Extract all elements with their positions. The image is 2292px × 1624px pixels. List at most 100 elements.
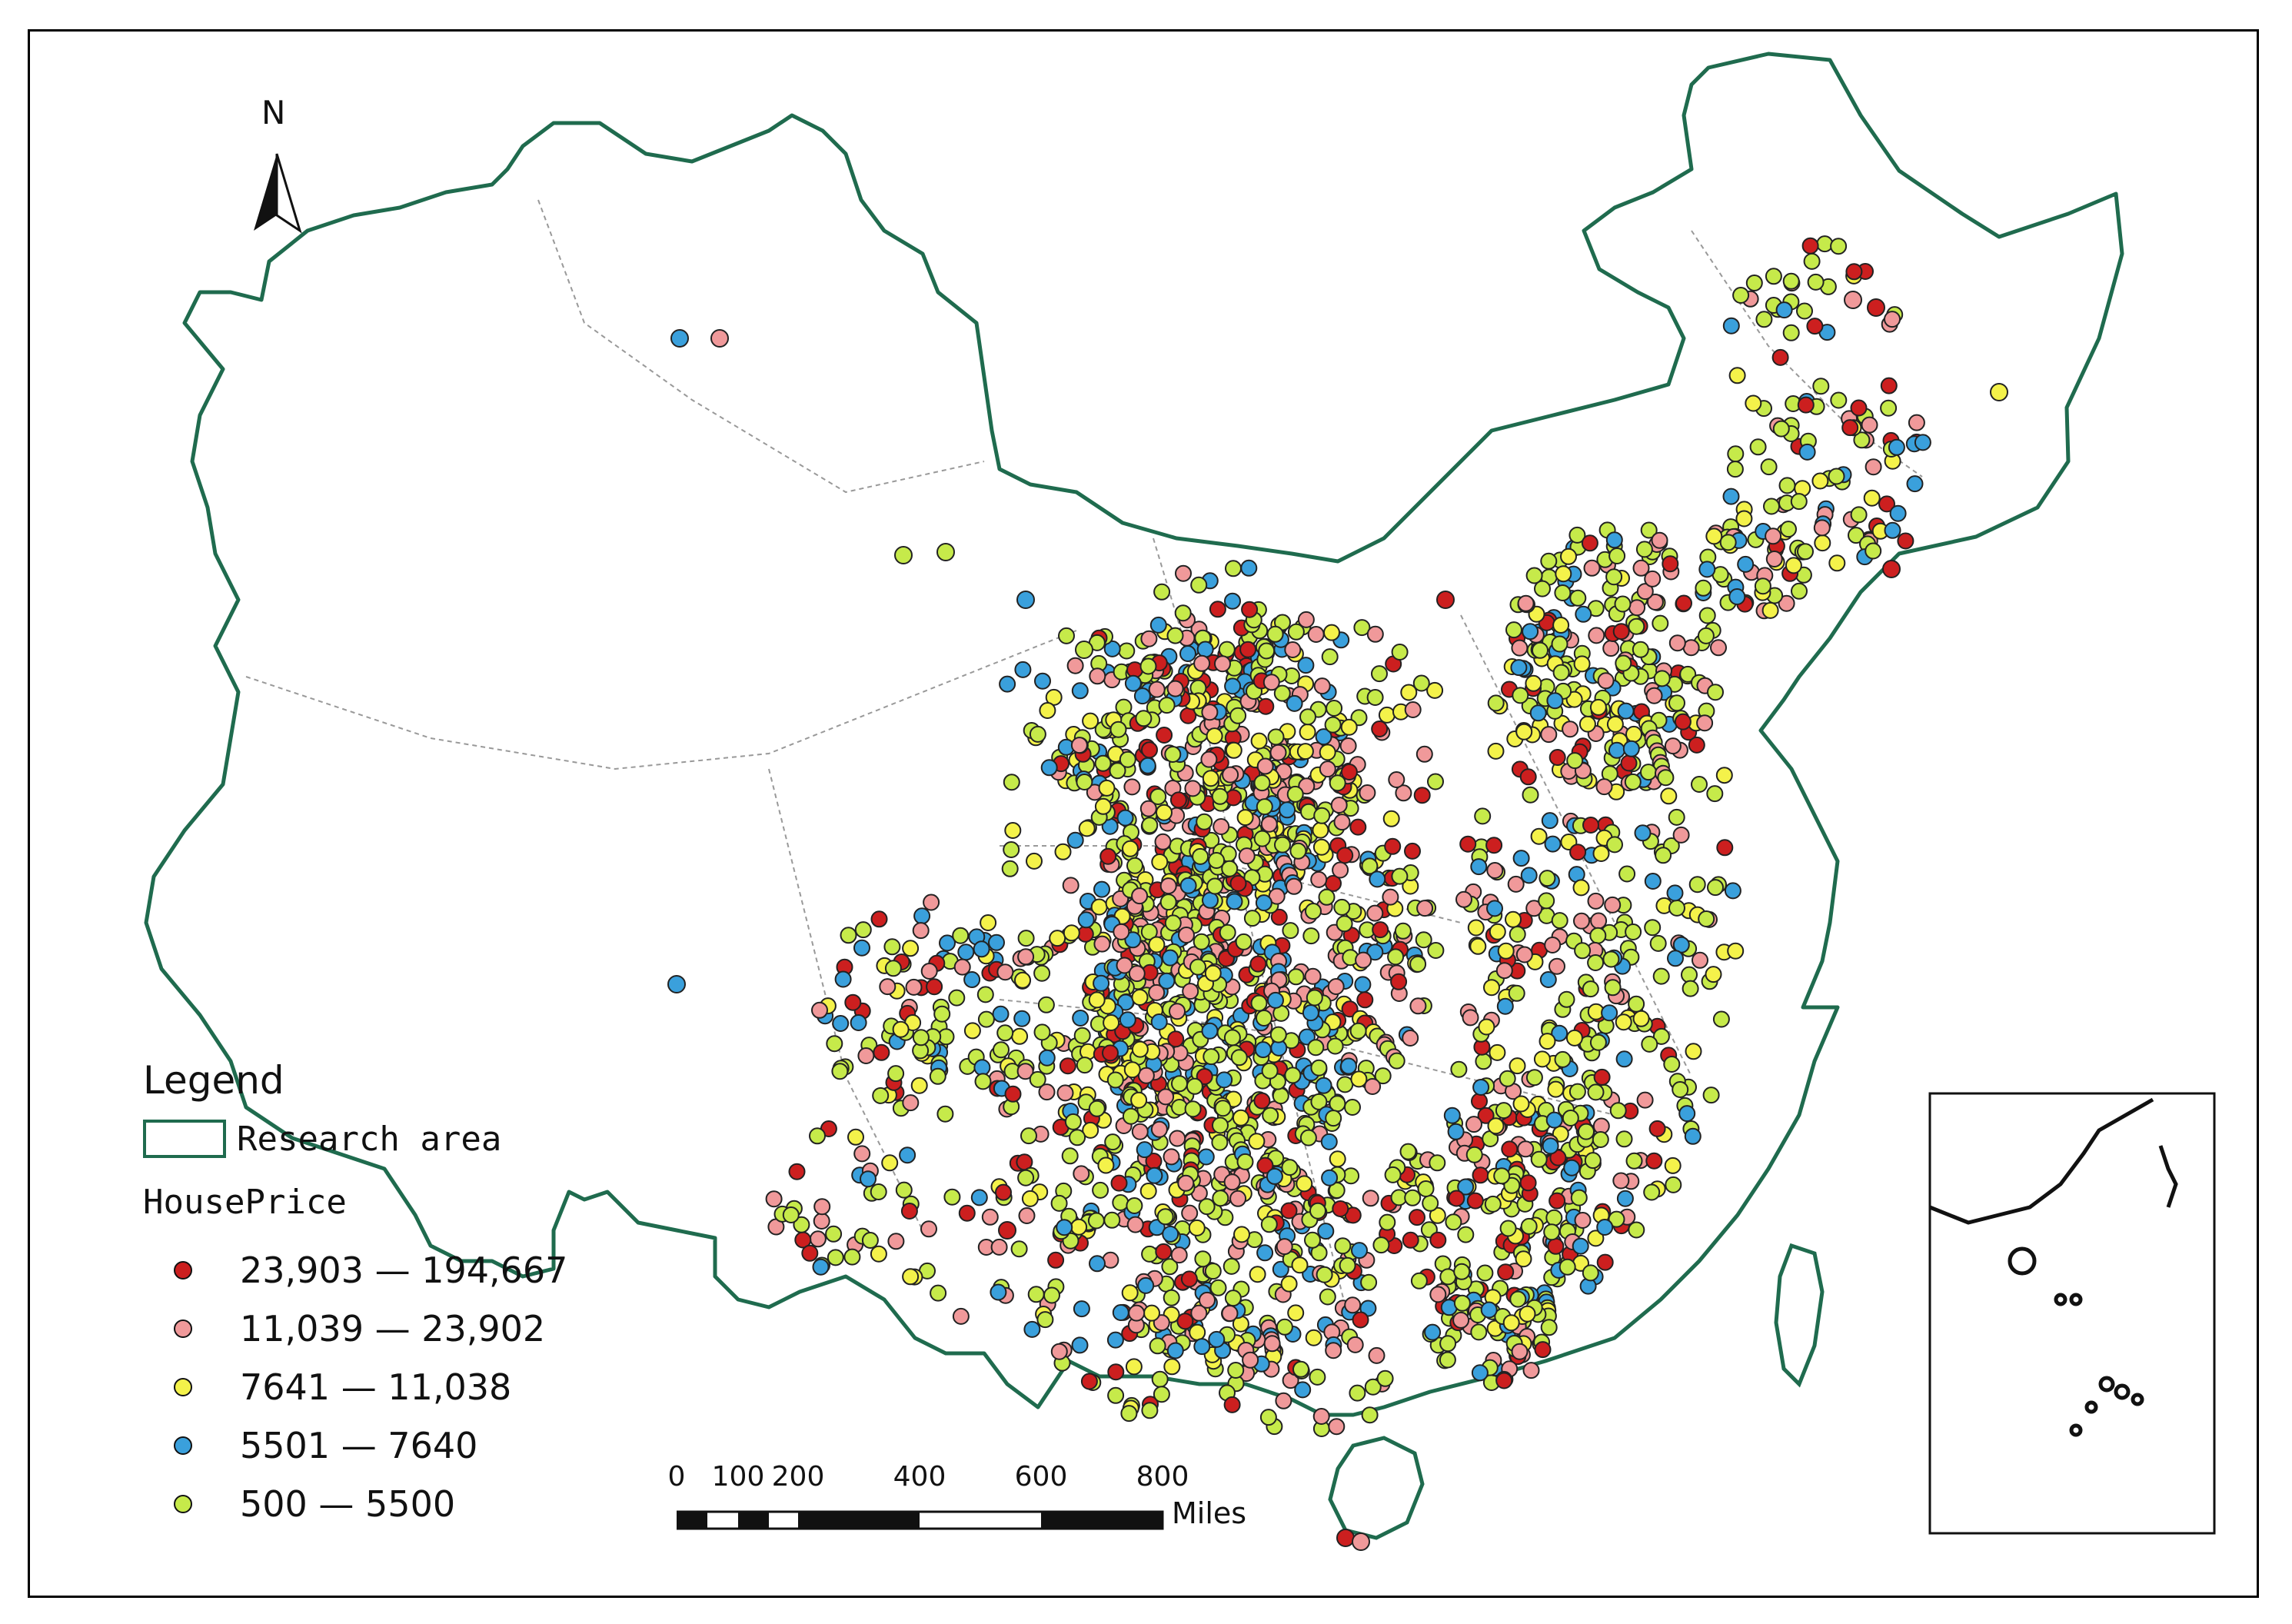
price-point xyxy=(1260,815,1278,833)
price-point xyxy=(1061,1147,1079,1165)
price-point xyxy=(1501,1140,1519,1158)
price-point xyxy=(1459,835,1477,853)
price-point xyxy=(1158,697,1176,714)
price-point xyxy=(1512,687,1529,704)
price-point xyxy=(1790,493,1808,511)
price-point xyxy=(1307,1039,1325,1057)
price-point xyxy=(1745,394,1762,412)
price-point xyxy=(1378,706,1395,724)
price-point xyxy=(809,1230,827,1248)
price-point xyxy=(1562,1110,1579,1126)
price-point xyxy=(1453,1294,1471,1312)
price-point xyxy=(1103,640,1121,657)
price-point xyxy=(1309,1368,1326,1386)
price-point xyxy=(1814,534,1831,552)
price-point xyxy=(1588,627,1605,644)
price-point xyxy=(1382,888,1399,906)
price-point xyxy=(1648,1120,1666,1137)
price-point xyxy=(1309,1202,1326,1220)
price-point xyxy=(1608,547,1626,564)
price-point xyxy=(1628,617,1645,635)
price-point xyxy=(1054,843,1072,860)
price-point xyxy=(957,943,975,961)
price-point xyxy=(1582,1264,1599,1282)
inset-frame xyxy=(1928,1092,2216,1535)
price-point xyxy=(831,1063,849,1080)
price-point xyxy=(1549,957,1565,975)
taiwan-island-boundary xyxy=(1774,1243,1825,1388)
price-point xyxy=(1688,736,1705,754)
price-point xyxy=(826,1035,843,1053)
price-point xyxy=(1712,1010,1730,1028)
price-point xyxy=(1211,787,1229,805)
price-point xyxy=(929,1067,946,1085)
price-point xyxy=(1241,601,1259,618)
price-point xyxy=(1087,1212,1105,1230)
price-point xyxy=(1612,623,1630,641)
price-point xyxy=(884,960,902,977)
price-point xyxy=(1554,584,1572,601)
price-point xyxy=(1865,458,1882,476)
price-point xyxy=(1003,841,1020,858)
price-point xyxy=(1422,1194,1439,1212)
price-point xyxy=(1029,1070,1046,1088)
price-point xyxy=(936,1105,954,1123)
price-point xyxy=(1128,1304,1146,1322)
price-point xyxy=(1429,1231,1447,1249)
price-point xyxy=(1791,582,1808,600)
price-point xyxy=(1014,661,1032,678)
price-point xyxy=(1208,1330,1226,1348)
price-point xyxy=(1726,461,1744,478)
price-point xyxy=(1618,865,1636,883)
price-point xyxy=(1487,694,1505,712)
price-point xyxy=(1678,1105,1696,1123)
price-point xyxy=(1519,768,1537,786)
price-point xyxy=(1003,774,1020,791)
price-point xyxy=(1321,1169,1339,1186)
price-point xyxy=(1148,681,1166,698)
price-point xyxy=(1581,534,1598,552)
price-point xyxy=(1409,997,1427,1015)
price-point xyxy=(1575,605,1592,623)
scale-tick-400: 400 xyxy=(893,1461,946,1493)
price-point xyxy=(1552,617,1570,634)
price-point xyxy=(879,978,897,996)
price-point xyxy=(1223,1257,1240,1275)
price-point xyxy=(1324,716,1342,734)
price-point xyxy=(1162,1225,1179,1243)
price-point xyxy=(1646,594,1664,611)
price-point xyxy=(1139,800,1157,817)
price-point xyxy=(1088,1100,1106,1117)
price-point xyxy=(1033,1023,1051,1041)
price-point xyxy=(1153,583,1171,601)
price-point xyxy=(1179,877,1197,894)
price-point xyxy=(1333,814,1351,831)
price-point xyxy=(1197,1148,1215,1166)
price-point xyxy=(1166,627,1184,644)
price-point xyxy=(1320,1133,1338,1150)
price-point xyxy=(1400,684,1418,701)
price-point xyxy=(1292,1360,1309,1378)
price-point xyxy=(1615,1130,1633,1148)
price-point xyxy=(1698,561,1716,578)
price-point xyxy=(1116,957,1133,974)
price-point xyxy=(870,1183,887,1200)
price-point xyxy=(1595,778,1613,796)
price-point xyxy=(1256,798,1273,816)
price-point xyxy=(1196,641,1214,658)
price-point xyxy=(1323,624,1340,641)
legend-class-3: 7641 — 11,038 xyxy=(174,1358,567,1416)
price-point xyxy=(1416,900,1434,917)
price-point xyxy=(1884,521,1901,539)
price-point xyxy=(1341,1000,1359,1018)
price-point xyxy=(1161,949,1179,967)
price-point xyxy=(1164,914,1182,932)
price-point xyxy=(939,934,956,952)
price-point xyxy=(1368,1346,1386,1364)
price-point xyxy=(1305,903,1322,920)
price-point xyxy=(1644,873,1662,890)
price-point xyxy=(1137,1276,1155,1294)
price-point xyxy=(1684,1127,1702,1145)
price-point xyxy=(1424,1323,1442,1341)
price-point xyxy=(1304,1231,1321,1249)
